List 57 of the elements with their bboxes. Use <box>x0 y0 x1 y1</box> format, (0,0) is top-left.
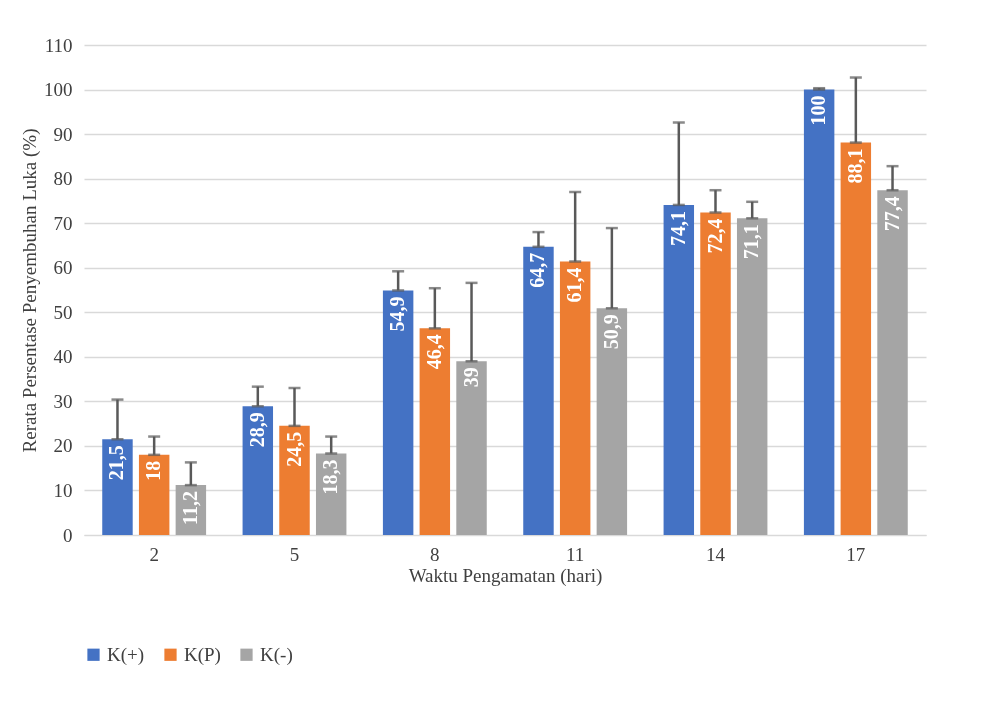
bar <box>279 425 310 535</box>
y-tick-label: 80 <box>53 168 73 190</box>
data-label: 18 <box>142 460 165 481</box>
bar <box>700 212 731 535</box>
bar <box>877 190 908 535</box>
x-tick-label: 11 <box>566 543 585 565</box>
y-axis-title: Rerata Persentase Penyembuhan Luka (%) <box>19 128 41 453</box>
y-tick-label: 0 <box>63 524 73 546</box>
y-tick-label: 10 <box>53 479 73 501</box>
x-tick-label: 2 <box>149 543 159 565</box>
data-label: 24,5 <box>282 431 305 467</box>
data-label: 46,4 <box>422 334 445 370</box>
data-label: 100 <box>807 95 830 126</box>
data-label: 21,5 <box>105 445 128 481</box>
bar <box>419 328 451 535</box>
bar <box>138 454 170 535</box>
data-label: 39 <box>459 367 482 388</box>
y-tick-label: 70 <box>53 212 73 234</box>
x-tick-label: 17 <box>846 543 866 565</box>
legend-label: K(-) <box>260 643 293 666</box>
bar <box>736 218 768 535</box>
bar <box>596 308 628 535</box>
bar <box>663 204 695 535</box>
y-tick-label: 60 <box>53 257 73 279</box>
y-tick-label: 110 <box>44 34 73 56</box>
x-axis-title: Waktu Pengamatan (hari) <box>408 564 603 587</box>
data-label: 50,9 <box>599 314 622 350</box>
data-label: 61,4 <box>563 267 586 303</box>
data-label: 71,1 <box>740 224 763 260</box>
data-label: 11,2 <box>178 491 201 526</box>
bar <box>559 261 591 535</box>
bar <box>456 361 487 535</box>
data-label: 88,1 <box>843 148 866 184</box>
bar <box>840 142 872 535</box>
x-tick-label: 5 <box>289 543 300 565</box>
y-tick-label: 90 <box>53 123 73 145</box>
data-label: 74,1 <box>666 210 689 246</box>
data-label: 54,9 <box>386 296 409 332</box>
data-label: 64,7 <box>526 252 549 288</box>
bar <box>523 246 554 535</box>
data-label: 18,3 <box>319 459 342 495</box>
y-tick-label: 50 <box>53 301 73 323</box>
x-tick-label: 8 <box>430 543 440 565</box>
data-label: 28,9 <box>245 412 268 448</box>
bar <box>803 89 835 535</box>
legend-label: K(P) <box>184 643 221 666</box>
x-tick-label: 14 <box>706 543 726 565</box>
bar <box>102 439 133 535</box>
data-label: 72,4 <box>703 218 726 254</box>
legend-label: K(+) <box>107 643 145 666</box>
bar <box>382 290 414 535</box>
data-label: 77,4 <box>880 196 903 232</box>
y-tick-label: 30 <box>53 390 73 412</box>
y-tick-label: 40 <box>53 346 73 368</box>
y-tick-label: 100 <box>44 79 73 101</box>
y-tick-label: 20 <box>53 435 73 457</box>
bar <box>242 406 274 535</box>
